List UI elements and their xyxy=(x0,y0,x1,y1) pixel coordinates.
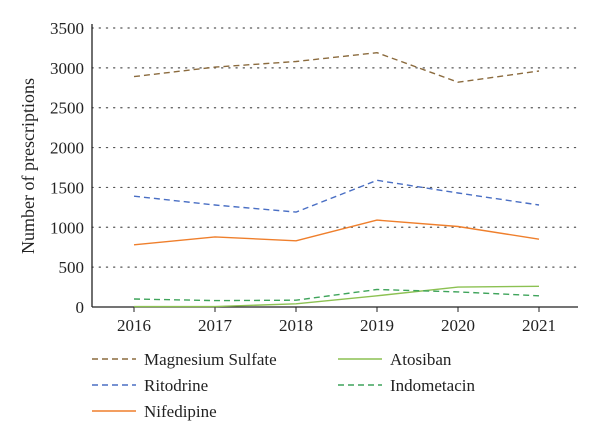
series-line-magnesium-sulfate xyxy=(133,52,540,83)
x-tick-label: 2020 xyxy=(441,316,475,335)
y-tick-label: 0 xyxy=(76,298,85,317)
legend-label: Indometacin xyxy=(390,376,475,395)
series-line-atosiban xyxy=(134,285,540,308)
y-tick-label: 2000 xyxy=(50,139,84,158)
y-tick-label: 1500 xyxy=(50,178,84,197)
series-lines xyxy=(133,52,540,308)
x-tick-label: 2019 xyxy=(360,316,394,335)
series-line-indometacin xyxy=(133,288,540,302)
axes xyxy=(91,24,578,312)
y-tick-label: 2500 xyxy=(50,99,84,118)
y-tick-label: 500 xyxy=(59,258,85,277)
y-tick-label: 3500 xyxy=(50,19,84,38)
y-tick-label: 3000 xyxy=(50,59,84,78)
series-line-ritodrine xyxy=(133,179,540,213)
legend: Magnesium Sulfate Ritodrine Nifedipine Atos… xyxy=(92,350,475,421)
legend-label: Atosiban xyxy=(390,350,452,369)
series-line-nifedipine xyxy=(133,219,540,246)
x-tick-label: 2017 xyxy=(198,316,233,335)
x-tick-label: 2018 xyxy=(279,316,313,335)
y-tick-label: 1000 xyxy=(50,218,84,237)
y-axis-title: Number of prescriptions xyxy=(18,78,38,254)
y-tick-labels: 0 500 1000 1500 2000 2500 3000 3500 xyxy=(50,19,84,317)
x-tick-label: 2021 xyxy=(522,316,556,335)
gridlines xyxy=(91,27,579,268)
legend-label: Ritodrine xyxy=(144,376,208,395)
legend-label: Magnesium Sulfate xyxy=(144,350,277,369)
x-tick-label: 2016 xyxy=(117,316,151,335)
x-tick-labels: 2016 2017 2018 2019 2020 2021 xyxy=(117,316,556,335)
legend-label: Nifedipine xyxy=(144,402,217,421)
